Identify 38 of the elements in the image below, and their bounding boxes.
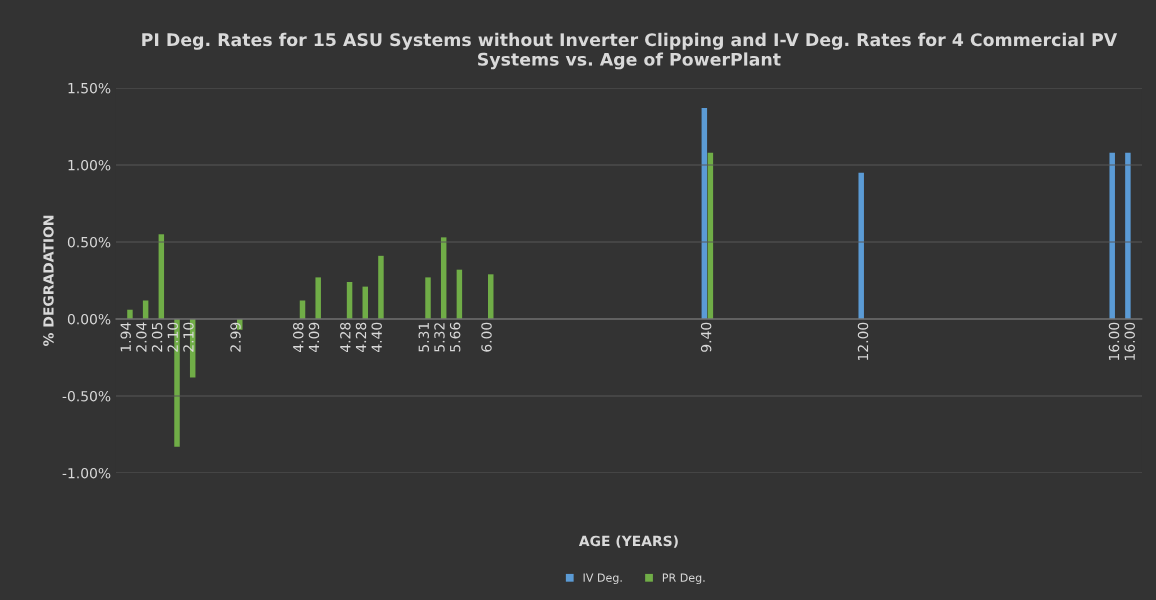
- x-tick-label: 5.66: [449, 322, 461, 352]
- x-tick-label: 12.00: [857, 322, 869, 360]
- x-tick-label: 4.28: [340, 322, 351, 352]
- x-tick-label: 4.09: [308, 322, 320, 352]
- bar: [1109, 152, 1115, 319]
- x-tick-label: 2.05: [151, 322, 163, 352]
- y-axis-title: % DEGRADATION: [43, 215, 54, 346]
- y-tick-label: 0.00%: [67, 313, 111, 325]
- x-tick-label: 2.99: [230, 322, 241, 352]
- bar: [378, 255, 384, 319]
- x-tick-label: 2.10: [167, 322, 179, 352]
- y-tick-label: 0.50%: [67, 236, 111, 248]
- bar: [315, 277, 321, 319]
- x-tick-label: 2.04: [136, 322, 147, 352]
- y-tick-label: -1.00%: [62, 467, 111, 479]
- x-tick-label: 1.94: [120, 322, 131, 352]
- bar: [425, 277, 431, 319]
- x-tick-label: 4.28: [355, 322, 367, 352]
- x-tick-label: 5.32: [434, 323, 445, 352]
- y-tick-label: 1.00%: [68, 159, 111, 171]
- x-tick-label: 4.40: [371, 322, 382, 352]
- legend-label: PR Deg.: [662, 573, 705, 584]
- y-tick-label: -0.50%: [62, 390, 111, 402]
- bar: [127, 309, 133, 319]
- x-tick-label: 16.00: [1108, 322, 1120, 360]
- bar: [858, 172, 864, 319]
- bar: [1125, 152, 1131, 319]
- x-tick-label: 4.08: [293, 322, 304, 352]
- legend-label: IV Deg.: [583, 573, 622, 584]
- y-tick-label: 1.50%: [68, 82, 111, 94]
- x-tick-label: 6.00: [481, 322, 492, 352]
- x-tick-label: 16.00: [1124, 322, 1135, 360]
- x-tick-label: 2.10: [183, 322, 194, 352]
- x-tick-label: 9.40: [700, 322, 712, 352]
- x-tick-label: 5.31: [418, 323, 430, 352]
- x-axis-title: AGE (YEARS): [578, 535, 678, 548]
- bar: [488, 274, 494, 319]
- chart-title: PI Deg. Rates for 15 ASU Systems without Inverter Clipping and I-V Deg. Rates for 4 Commercial PV Systems vs. Age of PowerPlant: [142, 32, 1118, 70]
